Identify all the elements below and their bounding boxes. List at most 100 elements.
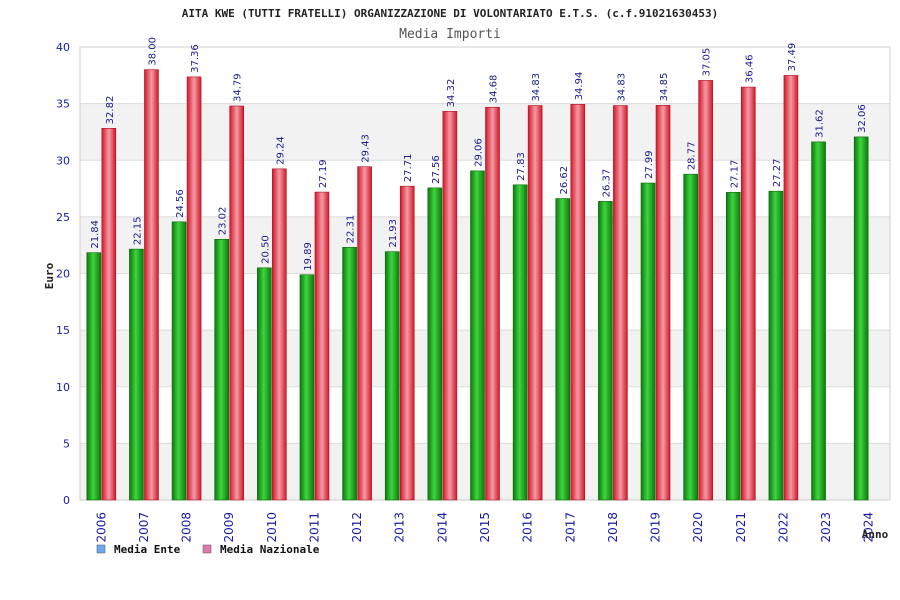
bar-media-nazionale-2011[interactable] xyxy=(314,191,330,501)
bar-media-nazionale-2015[interactable] xyxy=(485,106,500,501)
x-tick-label: 2017 xyxy=(563,512,577,543)
data-label-media-ente-2013: 21.93 xyxy=(388,219,399,248)
bar-media-nazionale-2012[interactable] xyxy=(357,166,372,501)
bar-media-ente-2012[interactable] xyxy=(342,247,357,501)
bar-media-ente-2023[interactable] xyxy=(811,141,826,501)
bar-media-nazionale-2008[interactable] xyxy=(186,76,202,501)
x-tick-label: 2013 xyxy=(393,512,407,543)
x-tick-label: 2007 xyxy=(137,512,151,543)
data-label-media-nazionale-2020: 37.05 xyxy=(702,48,713,77)
data-label-media-nazionale-2010: 29.24 xyxy=(275,136,286,165)
bar-media-ente-2019[interactable] xyxy=(640,182,656,501)
x-tick-label: 2018 xyxy=(606,512,620,543)
bar-media-nazionale-2013[interactable] xyxy=(399,185,415,501)
chart-title: AITA KWE (TUTTI FRATELLI) ORGANIZZAZIONE… xyxy=(182,7,718,20)
legend-item-media-ente[interactable]: Media Ente xyxy=(96,543,181,556)
grid-band xyxy=(80,103,890,161)
data-label-media-nazionale-2019: 34.85 xyxy=(659,73,670,102)
bar-media-nazionale-2022[interactable] xyxy=(783,75,799,501)
bar-media-nazionale-2006[interactable] xyxy=(101,128,117,501)
y-tick-label: 30 xyxy=(56,154,70,167)
bar-media-ente-2022[interactable] xyxy=(768,190,784,501)
data-label-media-nazionale-2022: 37.49 xyxy=(787,43,798,72)
bar-media-ente-2018[interactable] xyxy=(598,201,613,501)
bar-media-nazionale-2017[interactable] xyxy=(570,104,586,501)
bar-media-ente-2024[interactable] xyxy=(853,136,869,501)
data-label-media-ente-2020: 28.77 xyxy=(687,142,698,171)
bar-media-ente-2013[interactable] xyxy=(384,251,400,501)
bar-media-nazionale-2021[interactable] xyxy=(740,86,756,501)
bar-media-ente-2020[interactable] xyxy=(683,173,698,501)
data-label-media-nazionale-2013: 27.71 xyxy=(403,154,414,183)
bar-media-ente-2021[interactable] xyxy=(725,191,741,501)
x-tick-label: 2019 xyxy=(649,512,663,543)
bar-media-nazionale-2007[interactable] xyxy=(144,69,159,501)
data-labels: 21.84 32.82 22.15 38.00 24.56 37.36 23.02 34.79… xyxy=(90,37,868,271)
x-tick-label: 2016 xyxy=(521,512,535,543)
x-tick-label: 2020 xyxy=(691,512,705,543)
plot-grid xyxy=(80,46,890,501)
bar-media-ente-2017[interactable] xyxy=(555,198,571,501)
data-label-media-ente-2007: 22.15 xyxy=(132,217,143,246)
plot-frame xyxy=(79,46,891,501)
bar-media-ente-2006[interactable] xyxy=(86,252,102,501)
y-tick-label: 10 xyxy=(56,381,70,394)
data-label-media-nazionale-2016: 34.83 xyxy=(531,73,542,102)
bar-media-nazionale-2020[interactable] xyxy=(698,80,713,501)
data-label-media-ente-2006: 21.84 xyxy=(90,220,101,249)
x-tick-label: 2009 xyxy=(222,512,236,543)
bar-media-ente-2014[interactable] xyxy=(427,187,443,501)
y-tick-label: 0 xyxy=(63,494,70,507)
data-label-media-ente-2017: 26.62 xyxy=(559,166,570,195)
data-label-media-ente-2018: 26.37 xyxy=(601,169,612,198)
x-tick-label: 2011 xyxy=(307,512,321,543)
data-label-media-nazionale-2008: 37.36 xyxy=(190,44,201,73)
bar-media-ente-2011[interactable] xyxy=(299,274,315,501)
bars xyxy=(86,69,869,501)
data-label-media-ente-2023: 31.62 xyxy=(815,109,826,138)
bar-media-nazionale-2010[interactable] xyxy=(272,168,287,501)
bar-media-ente-2009[interactable] xyxy=(214,238,230,501)
legend-label-media-nazionale: Media Nazionale xyxy=(220,543,320,556)
bar-media-ente-2010[interactable] xyxy=(257,267,272,501)
bar-media-ente-2007[interactable] xyxy=(129,248,144,501)
legend-label-media-ente: Media Ente xyxy=(114,543,181,556)
x-tick-label: 2014 xyxy=(435,512,449,543)
data-label-media-nazionale-2006: 32.82 xyxy=(105,96,116,125)
bar-media-ente-2015[interactable] xyxy=(470,170,485,501)
data-label-media-nazionale-2018: 34.83 xyxy=(616,73,627,102)
axes: 0 5 10 15 20 25 30 35 40 2006 2007 2008 2009 2010 2011… xyxy=(56,41,891,543)
data-label-media-nazionale-2021: 36.46 xyxy=(744,54,755,83)
bar-media-ente-2016[interactable] xyxy=(512,184,528,501)
legend-item-media-nazionale[interactable]: Media Nazionale xyxy=(202,543,320,556)
y-tick-label: 35 xyxy=(56,98,70,111)
bar-media-nazionale-2018[interactable] xyxy=(613,105,628,501)
x-tick-label: 2024 xyxy=(862,512,876,543)
data-label-media-nazionale-2009: 34.79 xyxy=(233,73,244,102)
data-label-media-ente-2022: 27.27 xyxy=(772,159,783,188)
bar-media-nazionale-2014[interactable] xyxy=(442,111,458,501)
bar-media-ente-2008[interactable] xyxy=(171,221,187,501)
chart-subtitle: Media Importi xyxy=(399,27,501,42)
data-label-media-ente-2021: 27.17 xyxy=(729,160,740,189)
x-tick-label: 2023 xyxy=(819,512,833,543)
data-label-media-nazionale-2014: 34.32 xyxy=(446,79,457,108)
x-tick-label: 2021 xyxy=(734,512,748,543)
data-label-media-ente-2010: 20.50 xyxy=(260,235,271,264)
data-label-media-ente-2016: 27.83 xyxy=(516,152,527,181)
x-tick-label: 2012 xyxy=(350,512,364,543)
x-axis-label: Anno xyxy=(862,528,889,541)
bar-media-nazionale-2016[interactable] xyxy=(527,105,543,501)
bar-media-nazionale-2019[interactable] xyxy=(655,105,671,501)
data-label-media-nazionale-2011: 27.19 xyxy=(318,159,329,188)
data-label-media-nazionale-2015: 34.68 xyxy=(489,75,500,104)
x-tick-label: 2008 xyxy=(180,512,194,543)
data-label-media-ente-2011: 19.89 xyxy=(303,242,314,271)
data-label-media-ente-2015: 29.06 xyxy=(474,138,485,167)
y-tick-label: 5 xyxy=(63,437,70,450)
bar-media-nazionale-2009[interactable] xyxy=(229,105,245,501)
data-label-media-ente-2019: 27.99 xyxy=(644,150,655,179)
legend-swatch-media-ente xyxy=(96,544,106,554)
legend-swatch-media-nazionale xyxy=(202,544,212,554)
